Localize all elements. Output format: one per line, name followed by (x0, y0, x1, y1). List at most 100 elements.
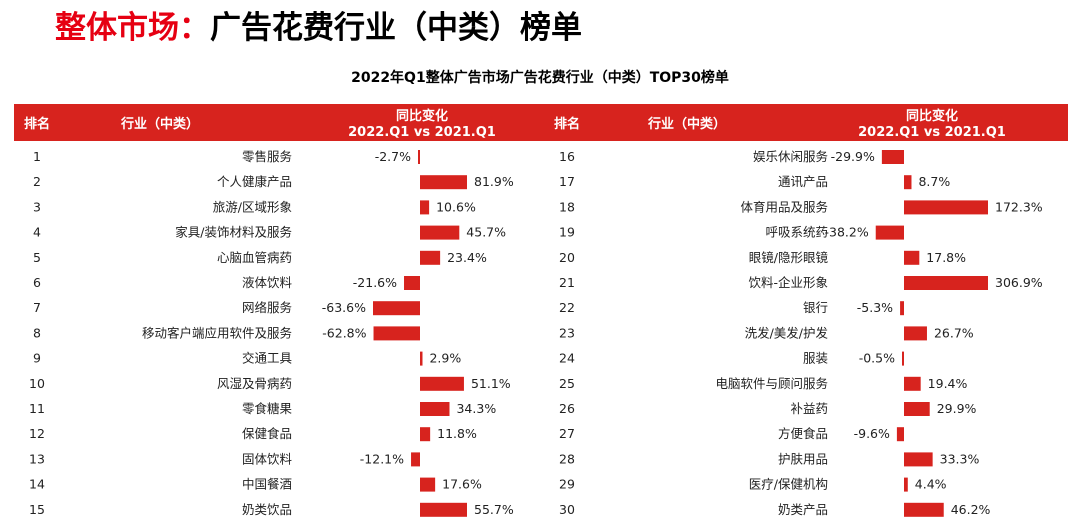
rank-label: 6 (33, 275, 41, 290)
bar (904, 452, 933, 467)
industry-label: 银行 (803, 300, 828, 315)
rank-label: 16 (559, 149, 575, 164)
bar (420, 225, 460, 240)
industry-label: 旅游/区域形象 (213, 199, 292, 214)
bar (420, 427, 431, 442)
value-label: 19.4% (928, 376, 968, 391)
rank-label: 5 (33, 250, 41, 265)
bar (904, 326, 927, 341)
page-title-accent: 整体市场： (55, 10, 210, 46)
bar (404, 276, 420, 290)
value-label: -21.6% (353, 275, 397, 290)
bar (373, 326, 420, 341)
rank-label: 2 (33, 174, 41, 189)
rank-label: 4 (33, 225, 41, 240)
rank-label: 7 (33, 300, 41, 315)
industry-label: 家具/装饰材料及服务 (175, 225, 292, 240)
value-label: -63.6% (322, 300, 366, 315)
industry-label: 风湿及骨病药 (217, 376, 292, 391)
value-label: -9.6% (854, 426, 890, 441)
industry-label: 呼吸系统药 (765, 225, 828, 240)
value-label: 10.6% (436, 199, 476, 214)
bar (904, 477, 908, 492)
bar (420, 402, 450, 416)
industry-label: 网络服务 (242, 300, 292, 315)
bar (902, 351, 904, 366)
bar (881, 150, 904, 164)
value-label: -38.2% (824, 225, 868, 240)
industry-label: 个人健康产品 (217, 174, 292, 189)
rank-label: 19 (559, 225, 575, 240)
bar (418, 150, 420, 164)
industry-label: 医疗/保健机构 (749, 477, 828, 492)
header-period-left: 2022.Q1 vs 2021.Q1 (348, 125, 496, 140)
value-label: 34.3% (456, 401, 496, 416)
bar (411, 452, 420, 467)
header-change-right: 同比变化 (906, 108, 958, 124)
industry-label: 眼镜/隐形眼镜 (749, 250, 829, 265)
rank-label: 3 (33, 199, 41, 214)
value-label: 11.8% (437, 426, 477, 441)
rank-label: 14 (29, 477, 45, 492)
rank-label: 13 (29, 451, 45, 466)
industry-label: 补益药 (790, 401, 828, 416)
industry-label: 零售服务 (242, 149, 292, 164)
bar (420, 477, 436, 492)
industry-label: 交通工具 (242, 351, 293, 366)
header-change-left: 同比变化 (396, 108, 448, 124)
industry-label: 零食糖果 (242, 401, 293, 416)
industry-label: 奶类产品 (778, 502, 828, 517)
rank-label: 18 (559, 199, 575, 214)
industry-label: 通讯产品 (778, 174, 828, 189)
value-label: 23.4% (447, 250, 487, 265)
bar (420, 250, 441, 265)
bar (904, 200, 988, 215)
industry-label: 固体饮料 (242, 451, 293, 466)
header-rank-left: 排名 (24, 116, 50, 132)
rank-label: 24 (559, 351, 575, 366)
industry-label: 娱乐休闲服务 (753, 149, 828, 164)
industry-label: 护肤用品 (778, 451, 828, 466)
rank-label: 28 (559, 451, 575, 466)
value-label: 81.9% (474, 174, 514, 189)
rank-label: 20 (559, 250, 575, 265)
rank-label: 12 (29, 426, 45, 441)
header-bar-right (545, 104, 1068, 141)
rank-label: 26 (559, 401, 575, 416)
rank-label: 17 (559, 174, 575, 189)
value-label: 306.9% (995, 275, 1043, 290)
rank-label: 9 (33, 351, 41, 366)
bar (900, 301, 904, 316)
bar (904, 502, 944, 517)
bar (420, 502, 467, 517)
rank-label: 27 (559, 426, 575, 441)
bar (896, 427, 904, 442)
rank-label: 23 (559, 325, 575, 340)
bar (420, 200, 430, 215)
value-label: -5.3% (857, 300, 893, 315)
value-label: -12.1% (360, 451, 404, 466)
industry-label: 液体饮料 (242, 275, 293, 290)
industry-label: 服装 (803, 351, 828, 366)
bar (875, 225, 904, 240)
industry-label: 中国餐酒 (242, 477, 292, 492)
value-label: 2.9% (429, 351, 461, 366)
bar (904, 376, 921, 391)
bar (373, 301, 420, 316)
chart-title: 2022年Q1整体广告市场广告花费行业（中类）TOP30榜单 (351, 70, 729, 86)
industry-label: 心脑血管病药 (217, 250, 292, 265)
value-label: 45.7% (466, 225, 506, 240)
value-label: 51.1% (471, 376, 511, 391)
page-title-rest: 广告花费行业（中类）榜单 (210, 10, 582, 46)
industry-label: 洗发/美发/护发 (745, 325, 829, 340)
bar (420, 351, 423, 366)
header-bar-left (14, 104, 547, 141)
bar (904, 276, 988, 290)
value-label: 8.7% (918, 174, 950, 189)
industry-label: 体育用品及服务 (740, 199, 828, 214)
industry-label: 电脑软件与顾问服务 (715, 376, 828, 391)
bar (904, 250, 920, 265)
bar (420, 376, 464, 391)
value-label: 17.6% (442, 477, 482, 492)
